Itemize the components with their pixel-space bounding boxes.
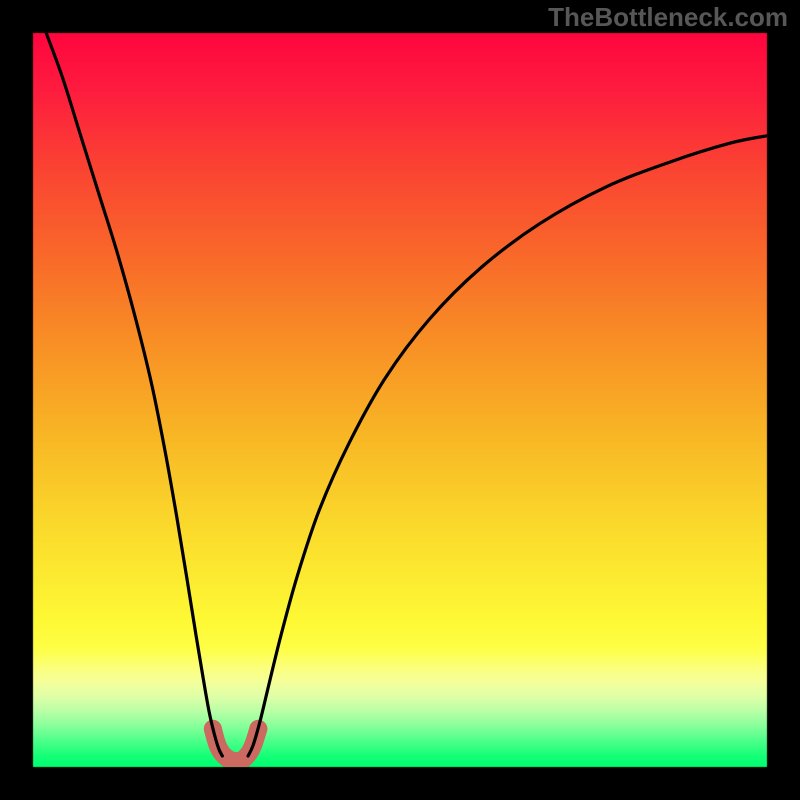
- curve-overlay: [0, 0, 800, 800]
- watermark-label: TheBottleneck.com: [548, 2, 788, 33]
- figure-root: TheBottleneck.com: [0, 0, 800, 800]
- left-curve: [46, 33, 222, 756]
- right-curve: [248, 136, 767, 756]
